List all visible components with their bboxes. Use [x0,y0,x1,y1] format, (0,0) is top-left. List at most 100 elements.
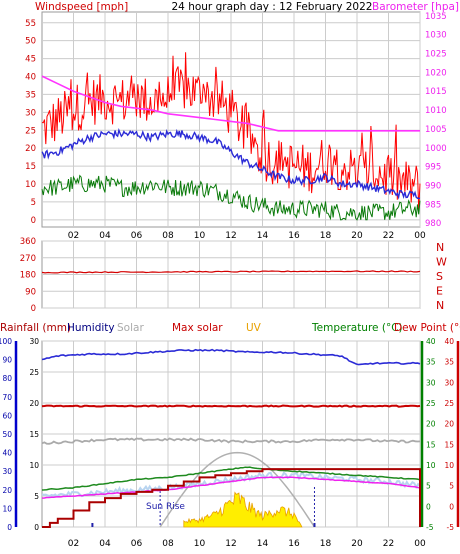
wind-y-tick: 45 [25,55,36,65]
climate-x-tick: 16 [288,539,300,549]
wind-direction-series-line [41,270,421,274]
temperature-y-tick: 0 [426,502,431,511]
wind-y-tick: 35 [25,90,36,100]
dew-point-y-tick: -5 [447,523,455,532]
baro-y-tick: 1015 [425,87,447,97]
temperature-series-line [41,466,421,491]
uv-series-area [183,491,303,528]
graph-title: 24 hour graph day : 12 February 2022 [172,1,373,13]
temperature-y-tick: 15 [426,440,436,449]
wind-y-tick: 50 [25,37,36,47]
max-solar-arc [159,451,316,528]
baro-y-tick: 1035 [425,12,447,22]
dew-point-series-line [41,476,421,499]
baro-y-tick: 1005 [425,125,447,135]
baro-y-tick: 1030 [425,31,447,41]
rainfall-y-tick: 100 [0,337,12,346]
temperature-y-tick: 35 [426,358,436,367]
compass-label: S [436,270,443,283]
baro-y-tick: 1010 [425,106,447,116]
wind-y-tick: 30 [25,108,36,118]
compass-label: N [436,299,444,312]
wind-y-tick: 0 [31,216,36,226]
temperature-y-tick: 5 [426,482,431,491]
temperature-y-tick: 25 [426,399,436,408]
rainfall-y-tick: 90 [2,356,12,365]
compass-label: E [436,285,443,298]
max-solar-series-line [41,404,421,408]
wind-x-tick: 00 [414,231,426,241]
humidity-y-tick: 25 [29,368,39,377]
windspeed-axis-title: Windspeed [mph] [35,1,128,13]
wind-y-tick: 55 [25,19,36,29]
legend-humidity: Humidity [67,322,115,334]
legend-temperature: Temperature (°C) [311,322,403,334]
wind-y-tick: 5 [31,198,36,208]
legend-solar: Solar [117,322,144,334]
climate-x-tick: 10 [194,539,206,549]
climate-x-tick: 08 [162,539,174,549]
compass-label: W [436,256,447,269]
climate-x-tick: 00 [414,539,426,549]
wind-y-tick: 10 [25,180,36,190]
wind-x-tick: 04 [99,231,111,241]
minimum-wind-series-line [41,174,421,221]
dir-y-tick: 180 [20,271,36,281]
dir-y-tick: 90 [25,287,36,297]
baro-y-tick: 980 [425,219,441,229]
wind-x-tick: 16 [288,231,300,241]
legend-uv: UV [246,322,262,334]
dir-y-tick: 270 [20,254,36,264]
temperature-y-tick: 20 [426,420,436,429]
humidity-y-tick: 5 [34,492,39,501]
rainfall-y-tick: 60 [2,411,12,420]
baro-y-tick: 1020 [425,68,447,78]
wind-x-tick: 18 [320,231,332,241]
climate-x-tick: 04 [99,539,111,549]
temperature-y-tick: 40 [426,337,436,346]
dew-point-y-tick: 30 [444,378,454,387]
wind-x-tick: 08 [162,231,174,241]
wind-panel: 02 04 06 08 10 12 14 16 18 20 22 000510152025303540… [25,11,447,241]
barometer-series-line [41,75,420,132]
dew-point-y-tick: 35 [444,358,454,367]
baro-y-tick: 985 [425,200,441,210]
rainfall-y-tick: 20 [2,486,12,495]
solar-series-line [41,437,421,445]
baro-y-tick: 1025 [425,49,447,59]
average-wind-series-line [41,127,421,200]
climate-x-tick: 12 [225,539,236,549]
dew-point-y-tick: 0 [449,502,454,511]
climate-panel: 02 04 06 08 10 12 14 16 18 20 22 000510152025300102… [0,337,460,549]
climate-x-tick: 22 [383,539,394,549]
wind-y-tick: 15 [25,162,36,172]
legend-dew-point: Dew Point (°C) [394,322,460,334]
temperature-y-tick: -5 [426,523,434,532]
humidity-y-tick: 20 [29,399,39,408]
rainfall-y-tick: 40 [2,449,12,458]
temperature-y-tick: 30 [426,378,436,387]
wind-x-tick: 10 [194,231,206,241]
wind-x-tick: 02 [68,231,79,241]
climate-x-tick: 20 [351,539,363,549]
climate-x-tick: 18 [320,539,332,549]
humidity-y-tick: 30 [29,337,39,346]
wind-y-tick: 40 [25,73,36,83]
dew-point-y-tick: 15 [444,440,454,449]
wind-x-tick: 14 [257,231,269,241]
humidity-y-tick: 10 [29,461,39,470]
compass-label: N [436,241,444,254]
climate-x-tick: 14 [257,539,269,549]
dew-point-y-tick: 40 [444,337,454,346]
rainfall-series-line [42,468,421,528]
climate-x-tick: 02 [68,539,79,549]
climate-x-tick: 06 [131,539,143,549]
temperature-trace-line [41,471,421,498]
wind-x-tick: 12 [225,231,236,241]
rainfall-y-tick: 80 [2,374,12,383]
dew-point-y-tick: 5 [449,482,454,491]
wind-y-tick: 25 [25,126,36,136]
legend-rainfall: Rainfall (mm) [0,322,71,334]
